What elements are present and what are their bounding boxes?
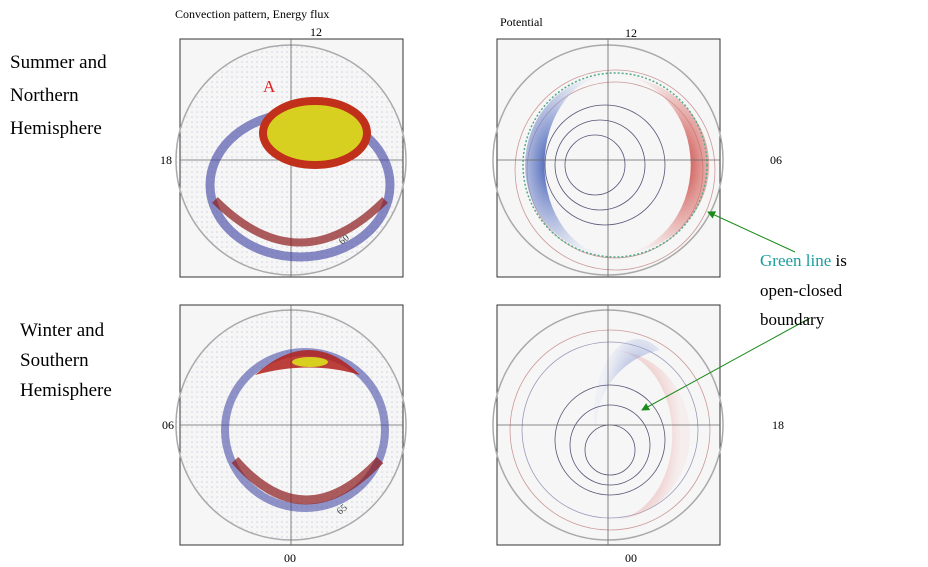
row-label-line: Hemisphere [20,380,112,401]
clock-label: 06 [770,153,782,167]
column-title: Convection pattern, Energy flux [175,7,329,21]
row-label-line: Southern [20,350,89,371]
column-title: Potential [500,15,543,29]
panel: A 60 [176,39,406,277]
clock-label: 12 [310,25,322,39]
row-label-line: Summer and [10,52,107,73]
clock-label: 12 [625,26,637,40]
marker-label: A [263,77,276,96]
panel: 65 [176,305,406,545]
panel [493,39,723,277]
clock-label: 00 [284,551,296,565]
clock-label: 06 [162,418,174,432]
arrow [708,212,795,252]
row-label-line: Winter and [20,320,105,341]
figure: Convection pattern, Energy flux Potentia… [0,0,928,567]
annotation-highlight: Green line [760,251,831,270]
annotation-line: open-closed [760,281,843,300]
clock-label: 00 [625,551,637,565]
annotation-line: Green line is [760,251,847,270]
annotation-text: is [831,251,847,270]
row-label: Summer and Northern Hemisphere Winter an… [10,52,112,401]
panel [493,305,723,545]
row-label-line: Northern [10,85,79,106]
clock-label: 18 [772,418,784,432]
row-label-line: Hemisphere [10,118,102,139]
clock-label: 18 [160,153,172,167]
annotation-line: boundary [760,310,825,329]
annotation: Green line is open-closed boundary [760,251,847,329]
